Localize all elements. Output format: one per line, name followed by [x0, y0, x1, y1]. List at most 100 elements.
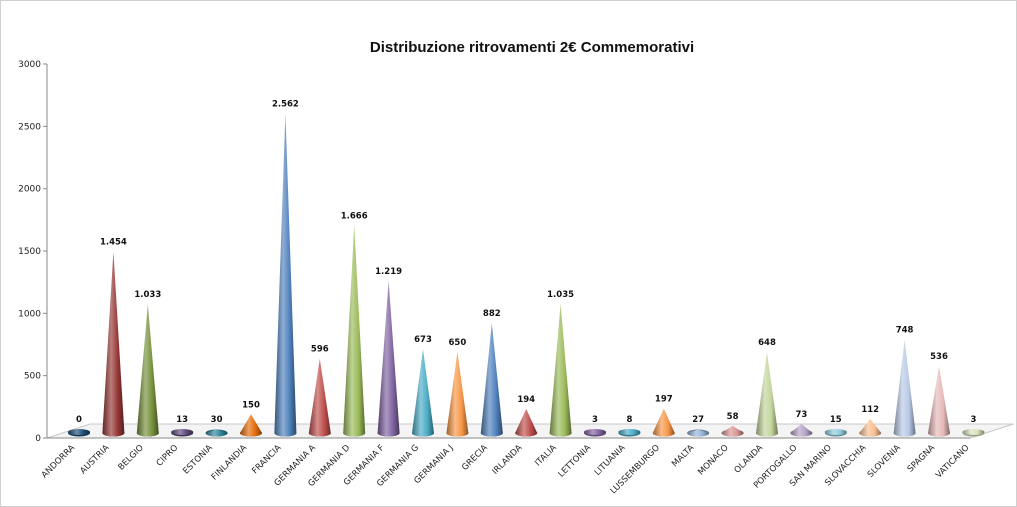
category-label: LITUANIA	[593, 443, 628, 478]
cone-lituania	[618, 429, 641, 437]
category-label: SPAGNA	[906, 443, 938, 475]
category-label: ESTONIA	[181, 443, 215, 477]
cone-body	[412, 349, 434, 437]
category-label: BELGIO	[116, 443, 146, 473]
cone-body	[171, 429, 194, 435]
cone-olanda	[756, 352, 779, 437]
data-label: 1.033	[134, 290, 161, 300]
data-labels: 0 1.454 1.033 13 30 150 2.562 596 1.666 1.219 673 6…	[76, 100, 976, 425]
cone-germania-g	[412, 349, 434, 437]
cone-italia	[549, 303, 572, 437]
data-label: 2.562	[272, 100, 299, 110]
data-label: 194	[517, 395, 535, 405]
data-label: 150	[242, 400, 260, 410]
cone-irlanda	[515, 408, 538, 437]
data-label: 112	[861, 405, 879, 415]
cone-body	[343, 225, 366, 437]
data-label: 882	[483, 309, 501, 319]
category-label: AUSTRIA	[78, 443, 111, 476]
cone-body	[240, 414, 262, 437]
cone-monaco	[721, 425, 744, 437]
data-label: 13	[176, 415, 188, 425]
data-label: 58	[727, 412, 739, 422]
y-tick-label: 1000	[18, 309, 41, 319]
data-label: 596	[311, 345, 329, 355]
category-label: OLANDA	[733, 443, 766, 476]
cone-body	[721, 425, 744, 437]
cone-slovenia	[893, 339, 916, 437]
cone-lettonia	[584, 429, 606, 437]
cone-body	[859, 419, 882, 437]
category-label: LETTONIA	[557, 443, 594, 480]
cone-body	[377, 281, 400, 437]
data-label: 27	[692, 415, 704, 425]
data-label: 3	[970, 415, 976, 425]
cone-andorra	[68, 429, 90, 437]
cone-body	[618, 429, 641, 435]
cone-portogallo	[790, 423, 813, 437]
category-label: CIPRO	[155, 443, 181, 469]
cone-slovacchia	[859, 419, 882, 437]
y-tick-label: 0	[35, 434, 41, 444]
data-label: 1.219	[375, 267, 402, 277]
category-label: SLOVENIA	[866, 443, 903, 480]
cone-body	[756, 352, 779, 437]
y-tick-label: 1500	[18, 247, 41, 257]
cone-belgio	[136, 304, 159, 437]
category-label: ITALIA	[533, 443, 559, 469]
y-tick-label: 2000	[18, 185, 41, 195]
data-label: 536	[930, 352, 948, 362]
cone-estonia	[205, 429, 228, 437]
cone-germania-a	[308, 358, 331, 437]
cone-spagna	[928, 366, 950, 437]
cone-body	[205, 429, 228, 437]
cone-austria	[102, 251, 125, 437]
category-label: MALTA	[670, 443, 696, 469]
cones	[68, 113, 985, 437]
cone-body	[928, 366, 950, 437]
data-label: 15	[830, 415, 842, 425]
data-label: 8	[626, 415, 632, 425]
data-label: 648	[758, 338, 776, 348]
data-label: 1.035	[547, 290, 574, 300]
cone-body	[136, 304, 159, 437]
cone-body	[824, 429, 847, 435]
category-label: GRECIA	[460, 443, 490, 473]
cone-malta	[687, 429, 710, 437]
data-label: 0	[76, 415, 82, 425]
cone-body	[480, 323, 503, 437]
data-label: 30	[211, 415, 223, 425]
cone-body	[790, 423, 813, 437]
cone-body	[893, 339, 916, 437]
cone-body	[274, 113, 297, 437]
y-tick-label: 2500	[18, 122, 41, 132]
data-label: 1.454	[100, 238, 127, 248]
cone-body	[962, 429, 985, 435]
cone-body	[549, 303, 572, 437]
data-label: 197	[655, 394, 673, 404]
cone-vaticano	[962, 429, 985, 437]
data-label: 650	[449, 338, 467, 348]
cone-finlandia	[240, 414, 262, 437]
cone-body	[308, 358, 331, 437]
category-label: VATICANO	[934, 443, 972, 481]
cone-body	[584, 429, 606, 435]
cone-francia	[274, 113, 297, 437]
x-axis-category-labels: ANDORRA AUSTRIA BELGIO CIPRO ESTONIAFINLANDI…	[40, 443, 972, 497]
data-label: 748	[896, 326, 914, 336]
cone-germania-f	[377, 281, 400, 437]
category-label: ANDORRA	[40, 443, 77, 480]
chart-title: Distribuzione ritrovamenti 2€ Commemorat…	[370, 39, 694, 56]
category-label: FRANCIA	[250, 443, 283, 476]
data-label: 73	[795, 410, 807, 420]
axes	[43, 63, 1014, 439]
cone-body	[102, 251, 125, 437]
y-axis-tick-labels: 0 500 1000 1500 2000 2500 3000	[18, 60, 41, 444]
category-label: FINLANDIA	[210, 443, 250, 483]
cone-body	[687, 429, 710, 437]
data-label: 3	[592, 415, 598, 425]
cone-san-marino	[824, 429, 847, 437]
category-label: IRLANDA	[491, 443, 525, 477]
